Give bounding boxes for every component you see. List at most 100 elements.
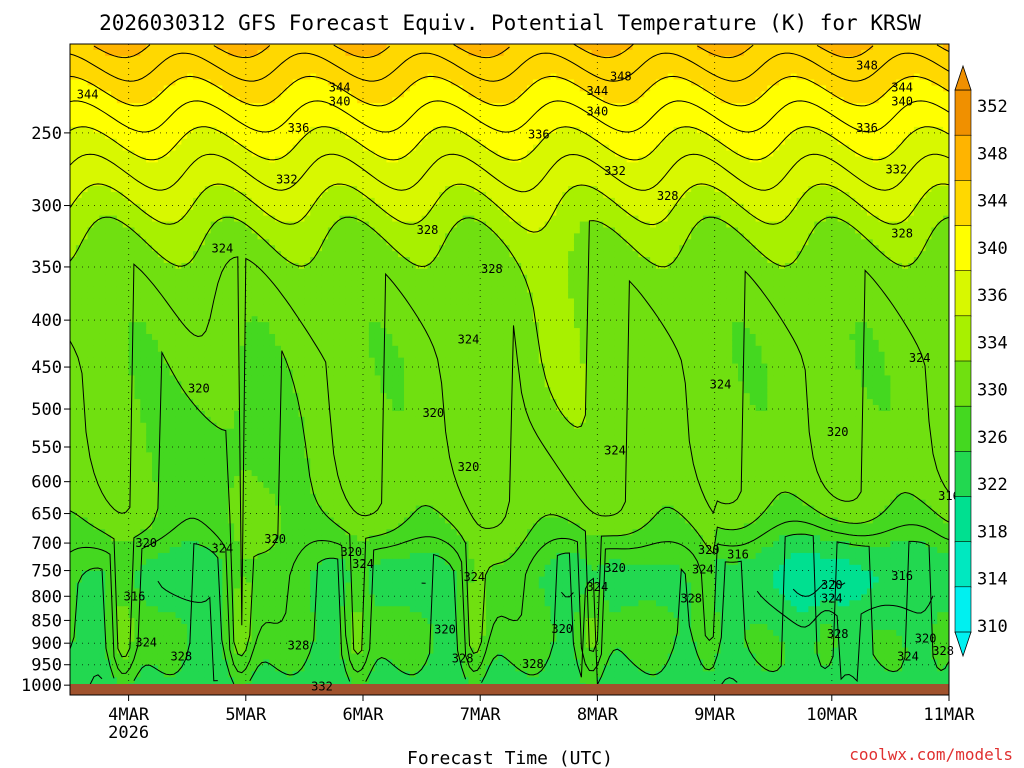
field-cell — [310, 553, 316, 560]
field-cell — [82, 654, 88, 661]
field-cell — [170, 417, 176, 424]
field-cell — [187, 405, 193, 412]
field-cell — [310, 322, 316, 329]
field-cell — [304, 399, 310, 406]
field-cell — [316, 340, 322, 347]
field-cell — [93, 512, 99, 519]
field-cell — [146, 464, 152, 471]
field-cell — [252, 68, 258, 75]
field-cell — [93, 535, 99, 542]
field-cell — [140, 482, 146, 489]
field-cell — [99, 121, 105, 128]
field-cell — [316, 233, 322, 240]
field-cell — [234, 600, 240, 607]
field-cell — [322, 328, 328, 335]
field-cell — [310, 583, 316, 590]
field-cell — [293, 293, 299, 300]
field-cell — [193, 671, 199, 678]
field-cell — [310, 80, 316, 87]
field-cell — [304, 500, 310, 507]
field-cell — [316, 275, 322, 282]
field-cell — [234, 298, 240, 305]
field-cell — [263, 588, 269, 595]
field-cell — [175, 577, 181, 584]
field-cell — [287, 512, 293, 519]
field-cell — [199, 316, 205, 323]
field-cell — [205, 482, 211, 489]
field-cell — [334, 139, 340, 146]
field-cell — [211, 370, 217, 377]
field-cell — [293, 411, 299, 418]
field-cell — [310, 565, 316, 572]
field-cell — [193, 452, 199, 459]
field-cell — [322, 198, 328, 205]
field-cell — [258, 334, 264, 341]
field-cell — [281, 233, 287, 240]
field-cell — [175, 559, 181, 566]
field-cell — [99, 62, 105, 69]
field-cell — [263, 352, 269, 359]
field-cell — [93, 316, 99, 323]
field-cell — [199, 180, 205, 187]
field-cell — [211, 494, 217, 501]
field-cell — [258, 91, 264, 98]
field-cell — [316, 281, 322, 288]
field-cell — [105, 470, 111, 477]
field-cell — [146, 74, 152, 81]
field-cell — [88, 293, 94, 300]
field-cell — [252, 594, 258, 601]
field-cell — [228, 145, 234, 152]
field-cell — [328, 606, 334, 613]
field-cell — [76, 346, 82, 353]
field-cell — [293, 204, 299, 211]
field-cell — [310, 310, 316, 317]
field-cell — [164, 127, 170, 134]
field-cell — [187, 588, 193, 595]
field-cell — [99, 304, 105, 311]
field-cell — [304, 429, 310, 436]
field-cell — [152, 222, 158, 229]
field-cell — [299, 488, 305, 495]
field-cell — [293, 346, 299, 353]
field-cell — [287, 216, 293, 223]
field-cell — [217, 328, 223, 335]
field-cell — [88, 482, 94, 489]
field-cell — [199, 553, 205, 560]
field-cell — [299, 677, 305, 684]
field-cell — [246, 671, 252, 678]
field-cell — [217, 381, 223, 388]
field-cell — [328, 340, 334, 347]
field-cell — [111, 62, 117, 69]
field-cell — [82, 127, 88, 134]
field-cell — [281, 210, 287, 217]
field-cell — [146, 192, 152, 199]
field-cell — [228, 227, 234, 234]
field-cell — [217, 452, 223, 459]
field-cell — [310, 91, 316, 98]
field-cell — [105, 115, 111, 122]
field-cell — [240, 588, 246, 595]
field-cell — [304, 352, 310, 359]
field-cell — [164, 328, 170, 335]
field-cell — [88, 600, 94, 607]
field-cell — [252, 458, 258, 465]
field-cell — [129, 346, 135, 353]
field-cell — [234, 109, 240, 116]
field-cell — [299, 287, 305, 294]
field-cell — [93, 340, 99, 347]
field-cell — [269, 399, 275, 406]
field-cell — [146, 340, 152, 347]
field-cell — [158, 97, 164, 104]
field-cell — [105, 671, 111, 678]
field-cell — [88, 500, 94, 507]
field-cell — [117, 281, 123, 288]
field-cell — [140, 85, 146, 92]
field-cell — [275, 654, 281, 661]
field-cell — [152, 109, 158, 116]
field-cell — [316, 287, 322, 294]
field-cell — [88, 577, 94, 584]
field-cell — [299, 109, 305, 116]
field-cell — [193, 322, 199, 329]
field-cell — [70, 44, 76, 51]
field-cell — [328, 523, 334, 530]
